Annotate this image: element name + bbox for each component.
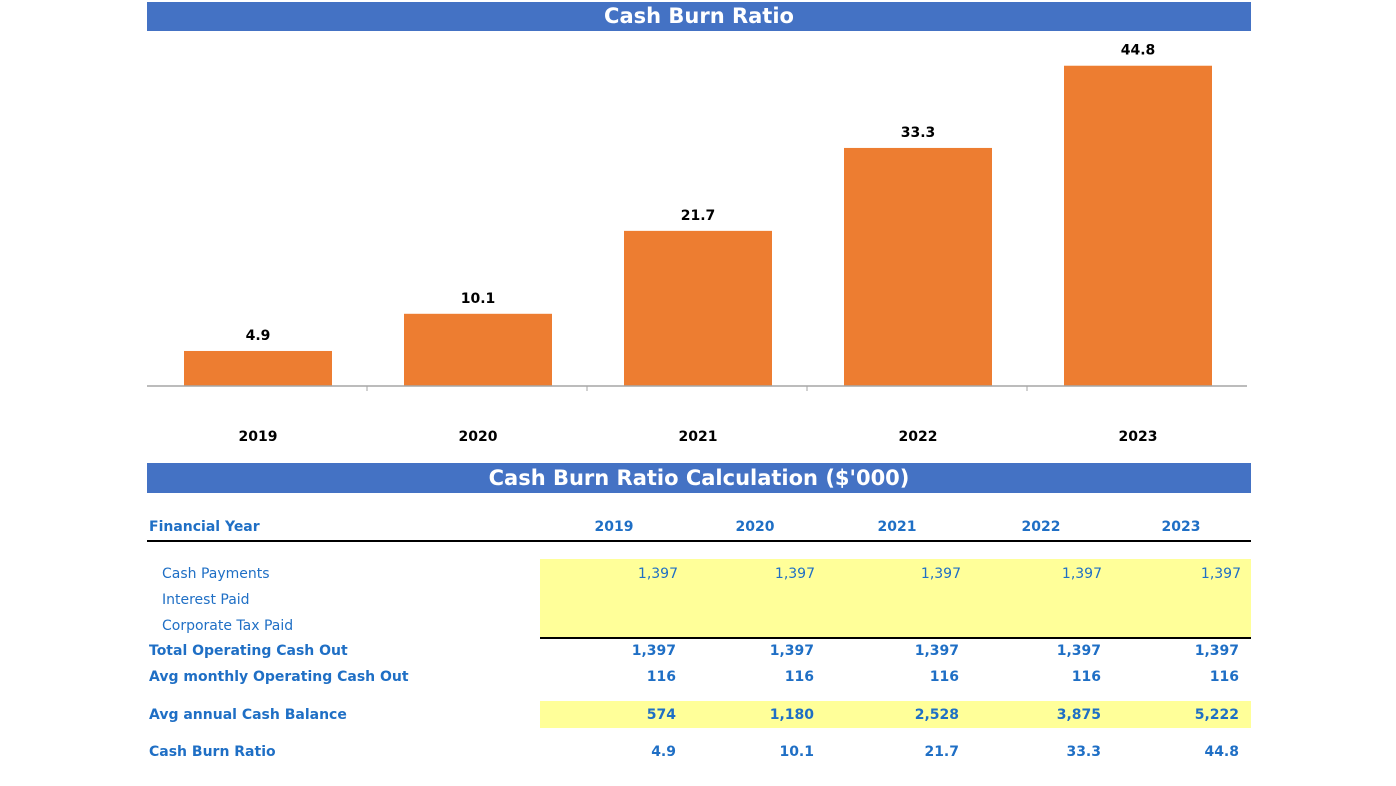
bar-2020 (404, 313, 552, 386)
row-label: Corporate Tax Paid (162, 618, 294, 634)
table-cell: 5,222 (1194, 707, 1239, 723)
table-cell: 33.3 (1066, 744, 1101, 760)
table-cell: 21.7 (924, 744, 959, 760)
row-label: Cash Payments (162, 566, 270, 582)
table-cell: 116 (646, 669, 676, 685)
chart-title: Cash Burn Ratio (147, 2, 1251, 31)
data-label: 44.8 (1121, 43, 1156, 59)
table-cell: 116 (929, 669, 959, 685)
table-cell: 1,397 (774, 566, 815, 582)
year-header: 2023 (1161, 519, 1201, 535)
input-area (540, 559, 1251, 637)
input-area-cash-balance (540, 701, 1251, 728)
table-cell: 2,528 (914, 707, 959, 723)
table-cell: 116 (784, 669, 814, 685)
table-cell: 1,397 (1200, 566, 1241, 582)
table-cell: 1,397 (1061, 566, 1102, 582)
row-label: Cash Burn Ratio (149, 744, 276, 760)
bar-2023 (1064, 65, 1212, 386)
table-cell: 1,397 (1194, 643, 1239, 659)
table-cell: 10.1 (779, 744, 814, 760)
data-label: 10.1 (461, 291, 496, 307)
table-cell: 1,397 (914, 643, 959, 659)
category-label: 2023 (1119, 429, 1158, 445)
table-cell: 1,397 (637, 566, 678, 582)
year-header: 2020 (735, 519, 775, 535)
data-label: 33.3 (901, 125, 936, 141)
year-header: 2022 (1021, 519, 1061, 535)
row-label: Avg annual Cash Balance (149, 707, 347, 723)
year-header: 2019 (594, 519, 634, 535)
bar-2021 (624, 230, 772, 386)
total-rule (540, 637, 1251, 639)
table-cell: 4.9 (651, 744, 676, 760)
category-label: 2019 (239, 429, 278, 445)
table-cell: 3,875 (1056, 707, 1101, 723)
table-title: Cash Burn Ratio Calculation ($'000) (147, 463, 1251, 493)
bar-2022 (844, 147, 992, 386)
category-label: 2020 (459, 429, 498, 445)
bar-chart: 4.9 2019 10.1 2020 21.7 2021 33.3 2022 44.8 2023 (147, 43, 1247, 445)
table-cell: 1,397 (920, 566, 961, 582)
row-label: Interest Paid (162, 592, 250, 608)
bar-2019 (184, 350, 332, 386)
data-label: 4.9 (246, 328, 271, 344)
table-cell: 116 (1209, 669, 1239, 685)
table-cell: 44.8 (1204, 744, 1239, 760)
table-cell: 1,180 (769, 707, 814, 723)
table-cell: 1,397 (631, 643, 676, 659)
table-cell: 574 (646, 707, 676, 723)
table-cell: 1,397 (1056, 643, 1101, 659)
table-cell: 1,397 (769, 643, 814, 659)
category-label: 2021 (679, 429, 718, 445)
header-rule (147, 540, 1251, 542)
category-label: 2022 (899, 429, 938, 445)
table-cell: 116 (1071, 669, 1101, 685)
financial-year-label: Financial Year (149, 519, 260, 535)
row-label: Total Operating Cash Out (149, 643, 348, 659)
data-label: 21.7 (681, 208, 716, 224)
year-header: 2021 (877, 519, 917, 535)
row-label: Avg monthly Operating Cash Out (149, 669, 409, 685)
